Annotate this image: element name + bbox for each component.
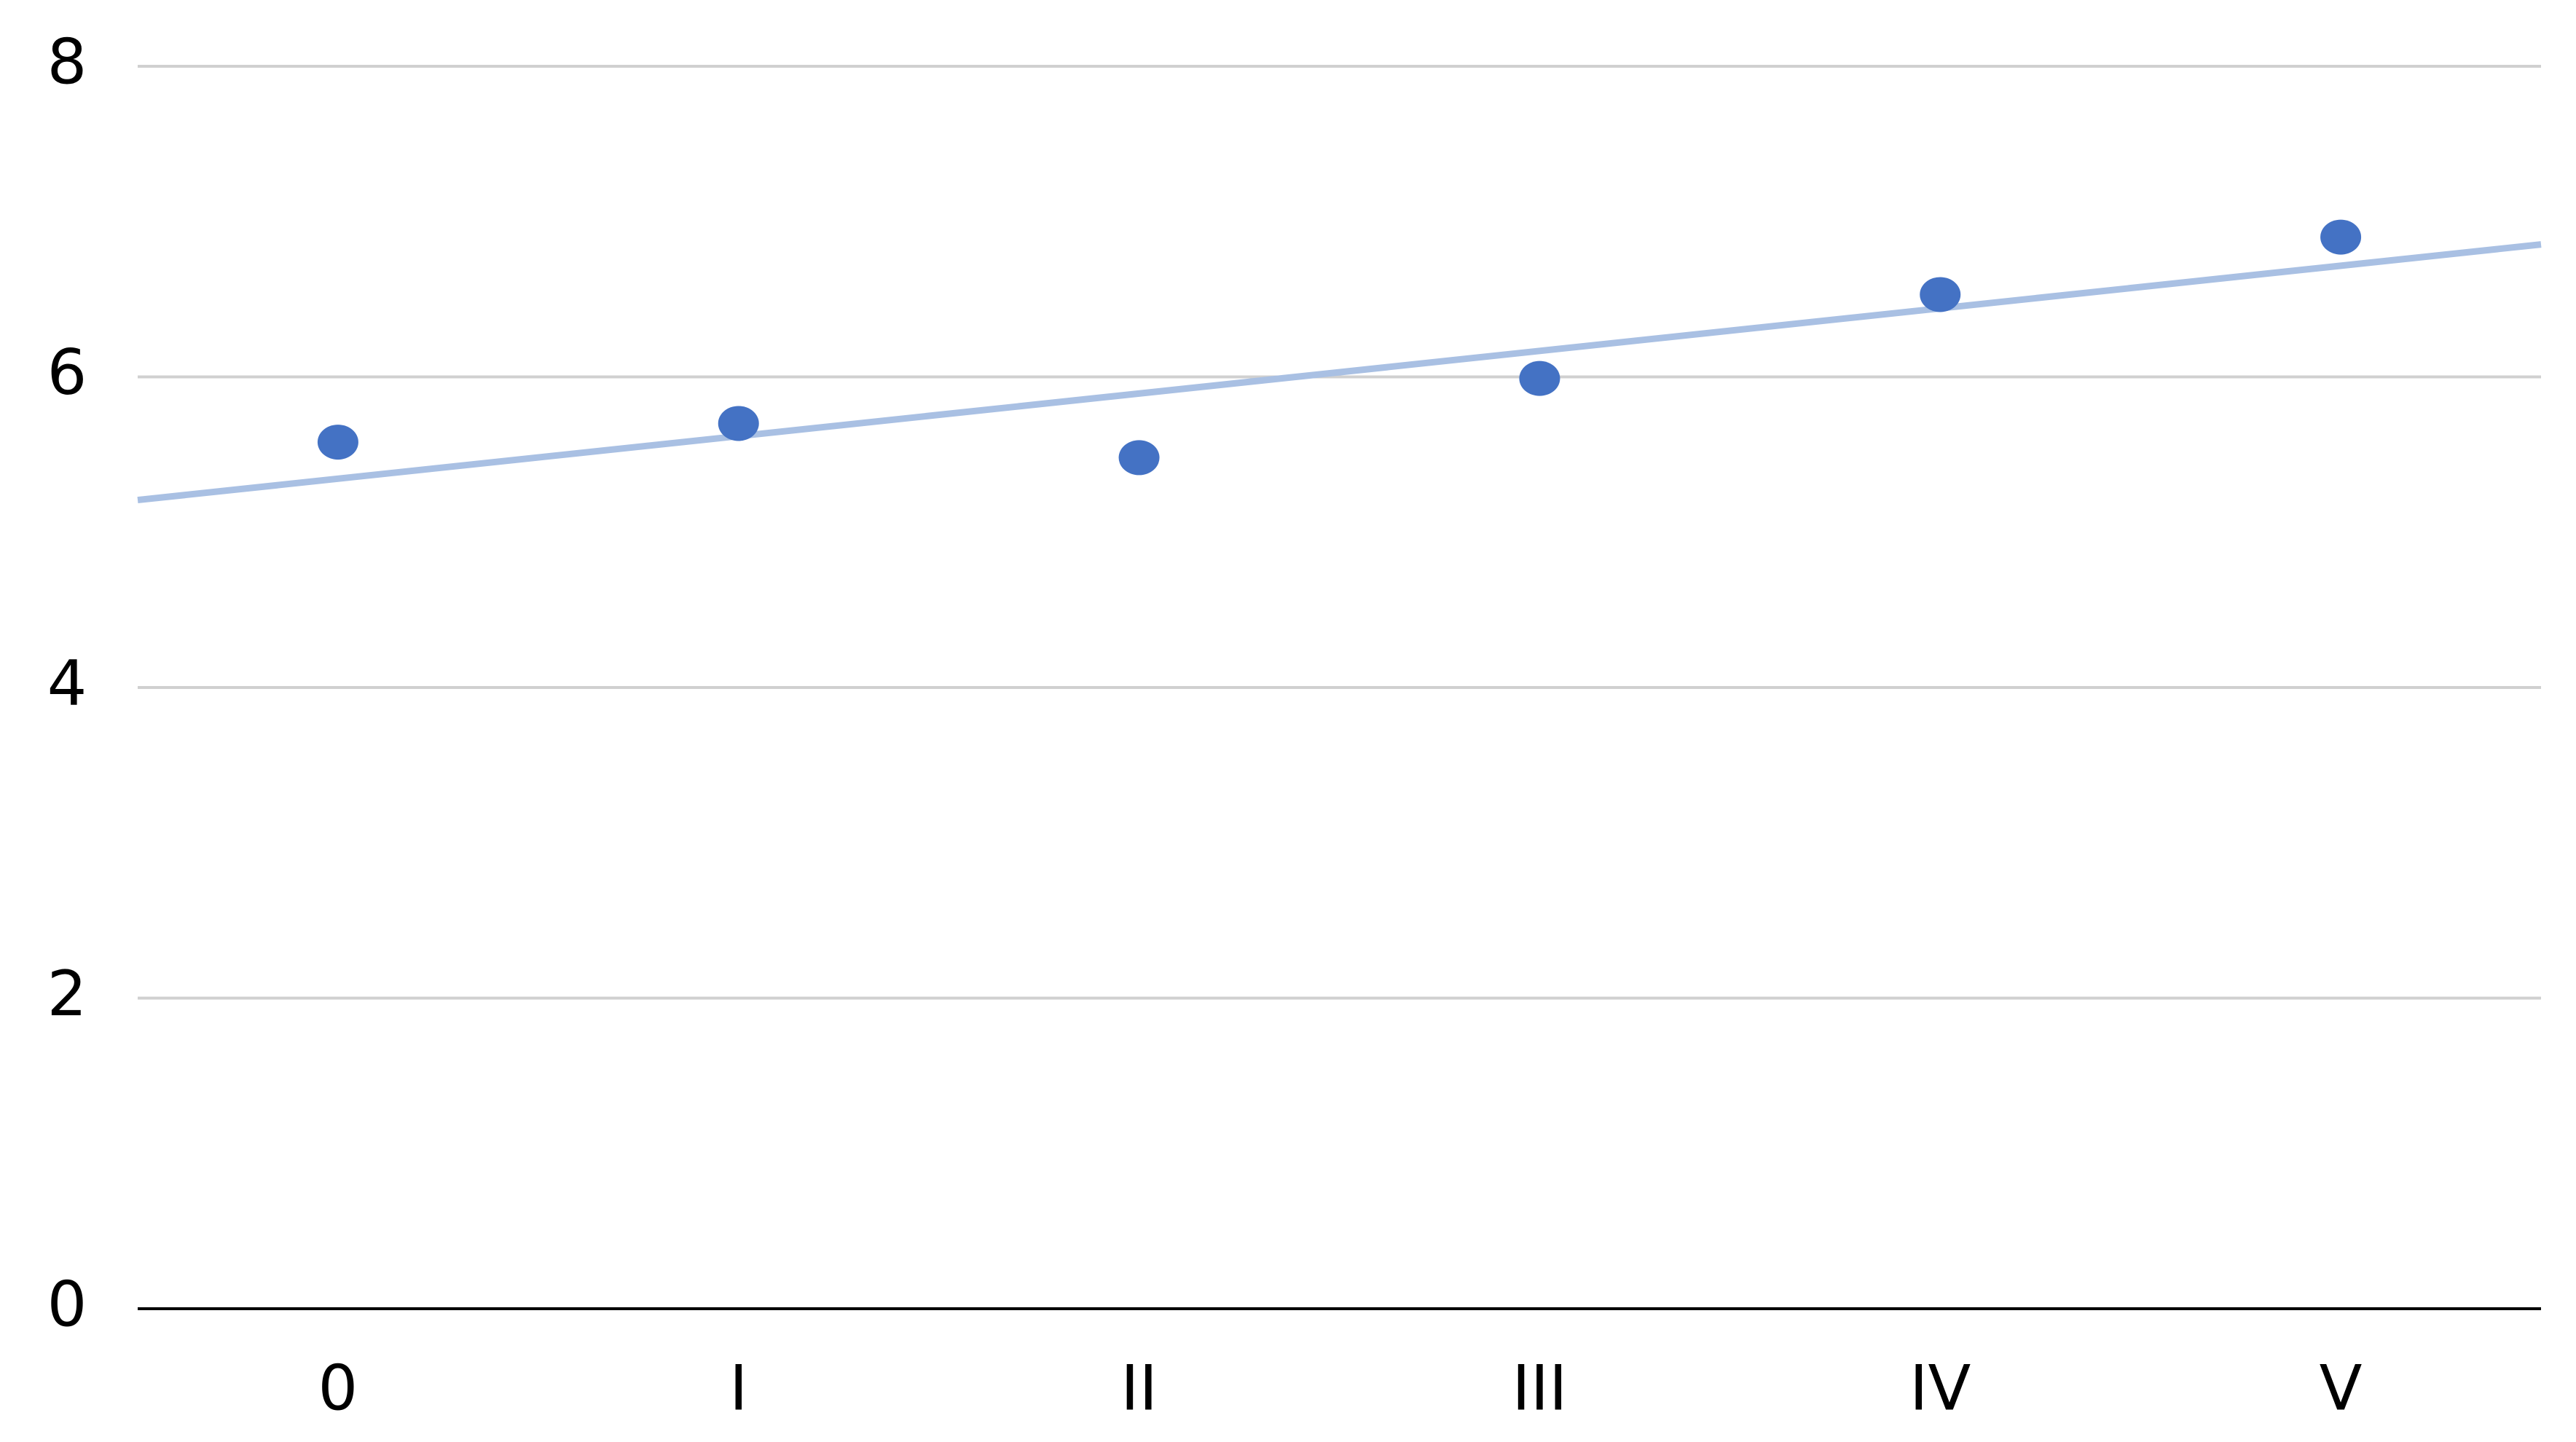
- y-tick-label: 4: [47, 647, 87, 720]
- point: [1118, 440, 1160, 476]
- x-tick-label: V: [2320, 1352, 2363, 1425]
- y-tick-label: 8: [47, 25, 87, 98]
- x-tick-label: II: [1120, 1352, 1158, 1425]
- x-tick-label: I: [729, 1352, 747, 1425]
- x-tick-label: IV: [1909, 1352, 1971, 1425]
- point: [1920, 277, 1961, 312]
- trendline: [137, 241, 2542, 504]
- y-tick-label: 2: [47, 958, 87, 1031]
- y-tick-label: 0: [47, 1268, 87, 1341]
- point: [1519, 360, 1560, 396]
- x-tick-label: III: [1512, 1352, 1567, 1425]
- point: [718, 406, 759, 441]
- y-tick-label: 6: [47, 336, 87, 409]
- point: [317, 425, 358, 460]
- point: [2320, 219, 2362, 255]
- x-tick-label: 0: [318, 1352, 358, 1425]
